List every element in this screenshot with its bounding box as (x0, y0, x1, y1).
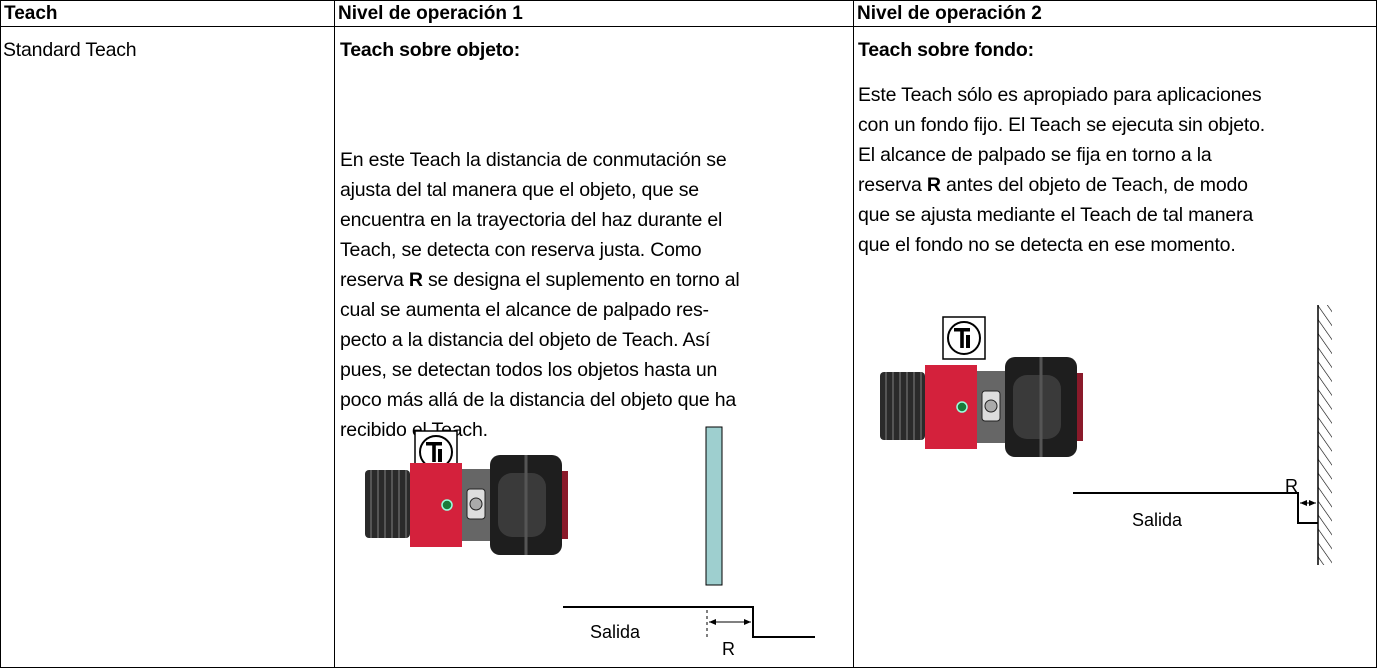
text-run: reserva (340, 269, 409, 291)
text-line: ajusta del tal manera que el objeto, que… (340, 179, 699, 201)
heading: Teach sobre objeto: (340, 39, 521, 61)
text-line: encuentra en la trayectoria del haz dura… (340, 209, 723, 231)
text-run: se designa el suplemento en torno al (422, 269, 740, 291)
text-line: pues, se detectan todos los objetos hast… (340, 359, 718, 381)
text-run: antes del objeto de Teach, de modo (940, 174, 1248, 196)
sensor (363, 453, 570, 557)
text-line: reserva R se designa el suplemento en to… (340, 265, 740, 295)
text-line: Este Teach sólo es apropiado para aplica… (858, 84, 1262, 106)
text-line: poco más allá de la distancia del objeto… (340, 389, 737, 411)
text-line: que se ajusta mediante el Teach de tal m… (858, 204, 1253, 226)
text-line: El alcance de palpado se fija en torno a… (858, 144, 1212, 166)
reserve-label: R (1285, 476, 1298, 496)
bold-term: R (926, 174, 941, 196)
output-label: Salida (1132, 510, 1183, 530)
paragraph: Este Teach sólo es apropiado para aplica… (858, 80, 1265, 260)
text-line: Teach, se detecta con reserva justa. Com… (340, 239, 702, 261)
background-wall (1318, 305, 1332, 565)
text-line: cual se aumenta el alcance de palpado re… (340, 299, 709, 321)
text-line: que el fondo no se detecta en ese moment… (858, 234, 1236, 256)
text-line: reserva R antes del objeto de Teach, de … (858, 170, 1265, 200)
mode-label: Standard Teach (3, 39, 137, 61)
text-line: En este Teach la distancia de conmutació… (340, 149, 727, 171)
teach-icon (942, 316, 986, 360)
object (705, 426, 723, 586)
text-line: pecto a la distancia del objeto de Teach… (340, 329, 711, 351)
bold-term: R (408, 269, 423, 291)
heading: Teach sobre fondo: (858, 39, 1034, 61)
text-run: reserva (858, 174, 927, 196)
sensor (878, 355, 1085, 459)
output-signal (1073, 492, 1318, 524)
text-line: con un fondo fijo. El Teach se ejecuta s… (858, 114, 1266, 136)
output-label: Salida (590, 622, 641, 642)
output-signal (563, 606, 815, 638)
reserve-label: R (722, 639, 735, 659)
